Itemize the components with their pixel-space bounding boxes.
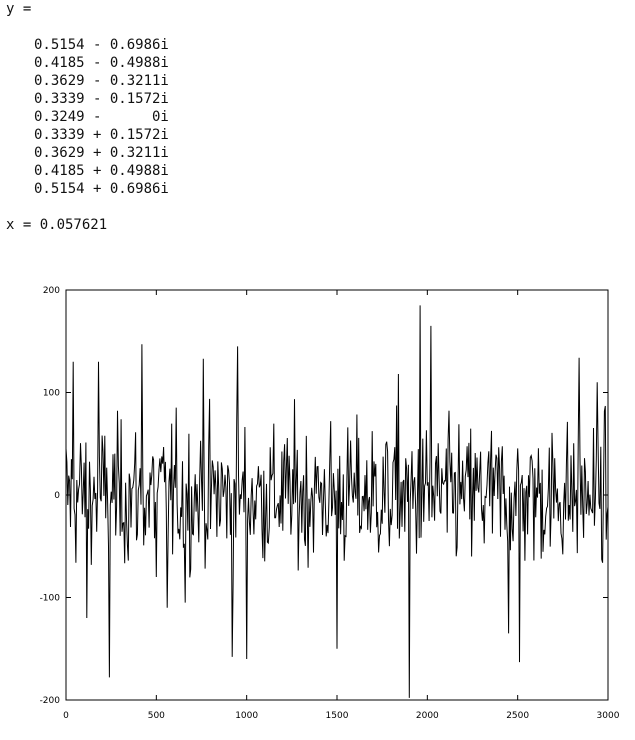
y-value-row: 0.5154 - 0.6986i bbox=[34, 37, 169, 53]
x-tick-label: 500 bbox=[148, 711, 165, 721]
console-output: y = 0.5154 - 0.6986i 0.4185 - 0.4988i 0.36… bbox=[6, 0, 169, 234]
y-value-row: 0.4185 - 0.4988i bbox=[34, 55, 169, 71]
x-tick-label: 2000 bbox=[416, 711, 439, 721]
y-value-row: 0.4185 + 0.4988i bbox=[34, 163, 169, 179]
x-tick-label: 3000 bbox=[597, 711, 620, 721]
x-result: x = 0.057621 bbox=[6, 217, 108, 233]
y-label: y = bbox=[6, 1, 32, 17]
y-value-row: 0.5154 + 0.6986i bbox=[34, 181, 169, 197]
y-tick-label: -200 bbox=[40, 696, 61, 706]
y-vector: 0.5154 - 0.6986i 0.4185 - 0.4988i 0.3629 -… bbox=[6, 36, 169, 198]
x-tick-label: 1500 bbox=[326, 711, 349, 721]
blank-line bbox=[6, 198, 169, 216]
y-tick-label: 200 bbox=[43, 286, 60, 296]
y-value-row: 0.3629 + 0.3211i bbox=[34, 145, 169, 161]
y-value-row: 0.3629 - 0.3211i bbox=[34, 73, 169, 89]
y-value-row: 0.3339 + 0.1572i bbox=[34, 127, 169, 143]
y-value-row: 0.3249 - 0i bbox=[34, 109, 169, 125]
axis-ticks: 0 500 1000 1500 2000 2500 3000 -200 -100 0 100 200 bbox=[40, 286, 620, 721]
signal-line bbox=[65, 305, 609, 698]
x-tick-label: 0 bbox=[63, 711, 69, 721]
blank-line bbox=[6, 18, 169, 36]
y-tick-label: -100 bbox=[40, 594, 61, 604]
x-tick-label: 1000 bbox=[235, 711, 258, 721]
line-plot: 0 500 1000 1500 2000 2500 3000 -200 -100 0 100 200 bbox=[40, 286, 620, 721]
x-tick-label: 2500 bbox=[506, 711, 529, 721]
y-value-row: 0.3339 - 0.1572i bbox=[34, 91, 169, 107]
y-tick-label: 100 bbox=[43, 389, 60, 399]
y-tick-label: 0 bbox=[54, 491, 60, 501]
